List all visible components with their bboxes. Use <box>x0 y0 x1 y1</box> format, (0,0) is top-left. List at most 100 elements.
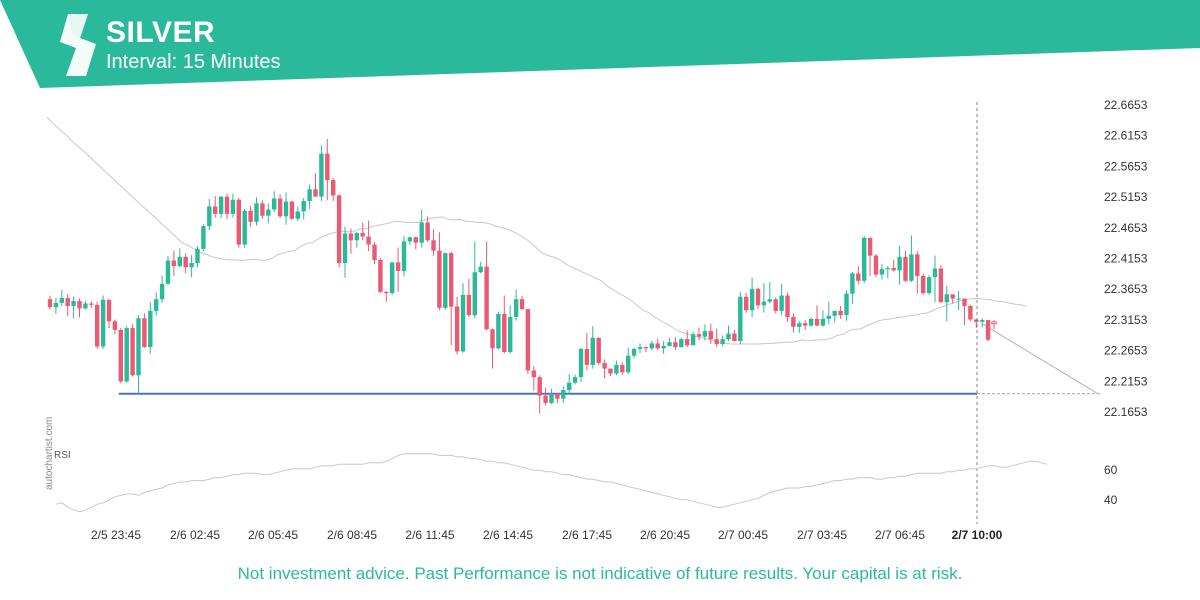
rsi-line <box>55 453 1048 513</box>
candle-body <box>749 288 755 311</box>
rsi-tick-label: 40 <box>1104 493 1118 507</box>
y-tick-label: 22.5153 <box>1104 190 1148 204</box>
candle-body <box>354 232 359 241</box>
candle-body <box>277 198 283 217</box>
candle-body <box>490 329 495 349</box>
candle-body <box>407 237 413 242</box>
candle-body <box>732 333 737 341</box>
candle-body <box>590 337 595 365</box>
candle-body <box>248 210 253 222</box>
candle-body <box>761 301 767 306</box>
candle-body <box>213 206 218 214</box>
candle-body <box>909 254 914 281</box>
y-tick-label: 22.4153 <box>1104 252 1148 266</box>
candle-body <box>230 199 236 214</box>
y-tick-label: 22.3653 <box>1104 282 1148 296</box>
candle-body <box>844 293 849 316</box>
candle-body <box>850 273 855 294</box>
chart-subtitle: Interval: 15 Minutes <box>106 51 281 73</box>
candle-body <box>431 240 436 251</box>
candle-body <box>779 295 784 311</box>
candle-body <box>980 320 985 322</box>
candle-body <box>148 310 153 348</box>
candle-body <box>921 275 926 294</box>
candle-body <box>690 334 696 346</box>
candle-body <box>803 323 808 326</box>
disclaimer-footer: Not investment advice. Past Performance … <box>237 564 963 583</box>
candle-body <box>962 298 967 306</box>
candle-body <box>826 315 831 319</box>
candle-body <box>631 348 637 356</box>
candle-body <box>254 203 259 222</box>
candle-body <box>602 363 607 369</box>
x-tick-label: 2/6 11:45 <box>405 528 454 542</box>
candle-body <box>124 328 129 382</box>
candle-body <box>53 302 59 308</box>
candle-body <box>472 272 477 316</box>
candle-body <box>342 233 348 263</box>
candle-body <box>289 201 295 219</box>
y-tick-label: 22.5653 <box>1104 159 1148 173</box>
candle-body <box>218 196 224 214</box>
autochartist-logo-icon <box>60 14 96 76</box>
candle-body <box>519 299 525 310</box>
x-tick-label: 2/6 08:45 <box>327 528 377 542</box>
candle-body <box>820 318 826 326</box>
candle-body <box>584 348 590 365</box>
x-tick-label: 2/6 17:45 <box>562 528 612 542</box>
candle-body <box>667 342 672 346</box>
y-tick-label: 22.1653 <box>1104 405 1148 419</box>
candle-body <box>944 294 949 303</box>
candle-body <box>773 299 778 311</box>
candle-body <box>266 209 271 216</box>
candle-body <box>814 318 820 326</box>
candle-body <box>201 226 206 249</box>
candle-body <box>626 355 631 373</box>
candle-body <box>714 339 719 345</box>
candle-body <box>189 262 194 268</box>
x-tick-label: 2/6 20:45 <box>640 528 690 542</box>
candle-body <box>390 262 395 294</box>
candle-body <box>484 266 489 330</box>
candle-body <box>797 323 802 327</box>
candle-body <box>449 253 454 307</box>
candle-body <box>496 313 501 349</box>
candle-body <box>419 222 424 243</box>
candle-body <box>785 295 790 318</box>
candle-body <box>83 303 88 309</box>
candle-body <box>685 339 690 346</box>
candle-body <box>968 305 973 320</box>
candle-body <box>331 180 336 196</box>
candle-body <box>508 317 513 353</box>
candle-body <box>985 320 991 340</box>
moving-average-line <box>46 117 1027 345</box>
candle-body <box>696 334 702 337</box>
candle-body <box>443 253 448 308</box>
candle-body <box>307 189 312 201</box>
candle-body <box>744 296 749 311</box>
candle-body <box>95 304 100 347</box>
candle-body <box>950 294 955 299</box>
candle-body <box>679 339 684 348</box>
candle-body <box>838 310 843 316</box>
candle-body <box>549 393 554 403</box>
watermark: autochartist.com <box>44 416 55 490</box>
y-tick-label: 22.3153 <box>1104 313 1148 327</box>
y-tick-label: 22.6653 <box>1104 98 1148 112</box>
candle-body <box>236 199 241 245</box>
candle-body <box>195 248 200 263</box>
highlight-time-label: 2/7 10:00 <box>952 528 1003 542</box>
y-tick-label: 22.2653 <box>1104 344 1148 358</box>
candle-body <box>283 201 289 217</box>
candle-body <box>932 268 938 278</box>
candle-body <box>437 250 442 308</box>
candle-body <box>372 244 377 260</box>
candle-body <box>767 299 772 302</box>
candle-body <box>561 390 566 399</box>
candle-body <box>224 196 230 214</box>
candle-body <box>401 241 407 271</box>
candle-body <box>183 256 188 268</box>
candle-body <box>791 317 796 327</box>
candle-body <box>171 260 177 267</box>
